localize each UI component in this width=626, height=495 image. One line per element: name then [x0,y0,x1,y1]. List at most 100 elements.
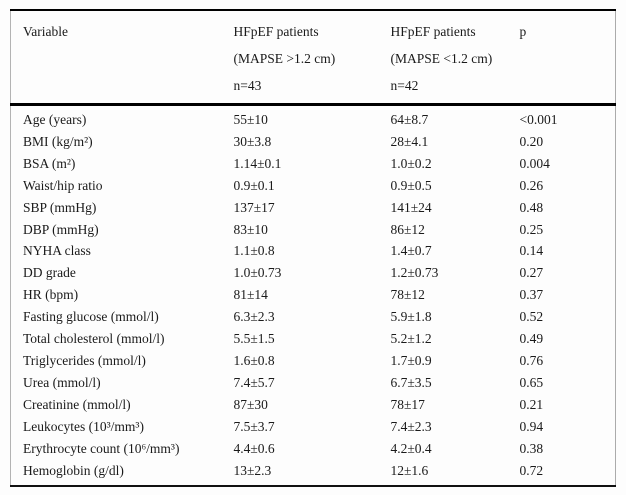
cell-group1-value: 7.5±3.7 [233,418,275,434]
col-header-group2-line1: HFpEF patients [390,24,476,39]
table-body: Age (years) 55±10 64±8.7 <0.001 BMI (kg/… [11,105,616,487]
cell-p-value: 0.20 [519,133,544,149]
cell-p-value: 0.52 [519,309,544,325]
cell-group2-value: 12±1.6 [390,462,429,478]
col-header-group2-line2: (MAPSE <1.2 cm) [390,51,493,66]
cell-variable: SBP (mmHg) [23,199,97,215]
cell-variable: BMI (kg/m²) [23,133,93,149]
table-row: Age (years) 55±10 64±8.7 <0.001 [11,105,616,131]
cell-group1-value: 0.9±0.1 [233,177,275,193]
cell-variable: Waist/hip ratio [23,177,103,193]
cell-group2-value: 28±4.1 [390,133,429,149]
cell-group2-value: 78±12 [390,287,425,303]
col-header-variable: Variable [10,10,234,106]
cell-group2-value: 1.2±0.73 [390,265,439,281]
table-row: Triglycerides (mmol/l) 1.6±0.8 1.7±0.9 0… [11,350,616,372]
table-row: Fasting glucose (mmol/l) 6.3±2.3 5.9±1.8… [11,306,616,328]
cell-p-value: 0.37 [519,287,544,303]
cell-group2-value: 5.2±1.2 [390,331,432,347]
table-row: Creatinine (mmol/l) 87±30 78±17 0.21 [11,394,616,416]
cell-group2-value: 141±24 [390,199,432,215]
cell-group1-value: 87±30 [233,396,268,412]
cell-group1-value: 83±10 [233,221,268,237]
table-row: Erythrocyte count (10⁶/mm³) 4.4±0.6 4.2±… [11,438,616,460]
table-row: HR (bpm) 81±14 78±12 0.37 [11,284,616,306]
cell-p-value: 0.76 [519,352,544,368]
cell-group1-value: 7.4±5.7 [233,374,275,390]
cell-group1-value: 6.3±2.3 [233,309,275,325]
cell-variable: Fasting glucose (mmol/l) [23,309,159,325]
cell-p-value: 0.21 [519,396,544,412]
cell-group2-value: 4.2±0.4 [390,440,432,456]
table-row: BSA (m²) 1.14±0.1 1.0±0.2 0.004 [11,153,616,175]
cell-group2-value: 1.0±0.2 [390,155,432,171]
cell-group2-value: 7.4±2.3 [390,418,432,434]
col-header-group2-line3: n=42 [390,78,419,93]
table-row: DD grade 1.0±0.73 1.2±0.73 0.27 [11,262,616,284]
cell-group1-value: 1.1±0.8 [233,243,275,259]
cell-p-value: <0.001 [519,112,558,127]
cell-group1-value: 55±10 [233,112,268,127]
cell-variable: Total cholesterol (mmol/l) [23,331,165,347]
cell-group1-value: 30±3.8 [233,133,272,149]
cell-variable: Leukocytes (10³/mm³) [23,418,144,434]
cell-p-value: 0.38 [519,440,544,456]
cell-group2-value: 5.9±1.8 [390,309,432,325]
col-header-group1-line2: (MAPSE >1.2 cm) [233,51,336,66]
table-row: BMI (kg/m²) 30±3.8 28±4.1 0.20 [11,131,616,153]
cell-group1-value: 137±17 [233,199,275,215]
table-row: NYHA class 1.1±0.8 1.4±0.7 0.14 [11,240,616,262]
cell-variable: Urea (mmol/l) [23,374,101,390]
cell-variable: Triglycerides (mmol/l) [23,352,146,368]
cell-p-value: 0.25 [519,221,544,237]
cell-p-value: 0.49 [519,331,544,347]
cell-variable: Erythrocyte count (10⁶/mm³) [23,440,180,456]
table-row: Leukocytes (10³/mm³) 7.5±3.7 7.4±2.3 0.9… [11,416,616,438]
cell-variable: DBP (mmHg) [23,221,99,237]
cell-group2-value: 78±17 [390,396,425,412]
cell-group1-value: 1.0±0.73 [233,265,282,281]
cell-variable: Hemoglobin (g/dl) [23,462,124,478]
table-row: DBP (mmHg) 83±10 86±12 0.25 [11,219,616,241]
cell-group2-value: 1.7±0.9 [390,352,432,368]
cell-variable: NYHA class [23,243,91,259]
cell-group1-value: 1.14±0.1 [233,155,282,171]
cell-p-value: 0.72 [519,462,544,478]
cell-p-value: 0.65 [519,374,544,390]
cell-group2-value: 86±12 [390,221,425,237]
table-row: Urea (mmol/l) 7.4±5.7 6.7±3.5 0.65 [11,372,616,394]
col-header-group1-line3: n=43 [233,78,262,93]
cell-p-value: 0.14 [519,243,544,259]
col-header-variable-label: Variable [23,24,68,39]
cell-group2-value: 0.9±0.5 [390,177,432,193]
cell-p-value: 0.004 [519,155,550,171]
patient-characteristics-table: Variable HFpEF patients (MAPSE >1.2 cm) … [10,9,616,488]
cell-group1-value: 4.4±0.6 [233,440,275,456]
cell-group1-value: 13±2.3 [233,462,272,478]
cell-p-value: 0.94 [519,418,544,434]
cell-group2-value: 64±8.7 [390,112,429,127]
cell-group1-value: 81±14 [233,287,268,303]
cell-group1-value: 5.5±1.5 [233,331,275,347]
col-header-group1-line1: HFpEF patients [233,24,319,39]
table-row: SBP (mmHg) 137±17 141±24 0.48 [11,197,616,219]
cell-variable: BSA (m²) [23,155,76,171]
col-header-group1: HFpEF patients (MAPSE >1.2 cm) n=43 [233,10,391,106]
cell-variable: HR (bpm) [23,287,79,303]
table-row: Total cholesterol (mmol/l) 5.5±1.5 5.2±1… [11,328,616,350]
table-row: Waist/hip ratio 0.9±0.1 0.9±0.5 0.26 [11,175,616,197]
cell-group2-value: 1.4±0.7 [390,243,432,259]
cell-group1-value: 1.6±0.8 [233,352,275,368]
cell-variable: Creatinine (mmol/l) [23,396,131,412]
cell-variable: Age (years) [23,112,87,127]
table-row: Hemoglobin (g/dl) 13±2.3 12±1.6 0.72 [11,460,616,487]
table-header: Variable HFpEF patients (MAPSE >1.2 cm) … [10,10,616,106]
cell-p-value: 0.26 [519,177,544,193]
col-header-p: p [519,10,616,106]
cell-variable: DD grade [23,265,76,281]
col-header-p-label: p [519,24,527,39]
cell-p-value: 0.48 [519,199,544,215]
header-row: Variable HFpEF patients (MAPSE >1.2 cm) … [10,10,616,106]
col-header-group2: HFpEF patients (MAPSE <1.2 cm) n=42 [390,10,520,106]
